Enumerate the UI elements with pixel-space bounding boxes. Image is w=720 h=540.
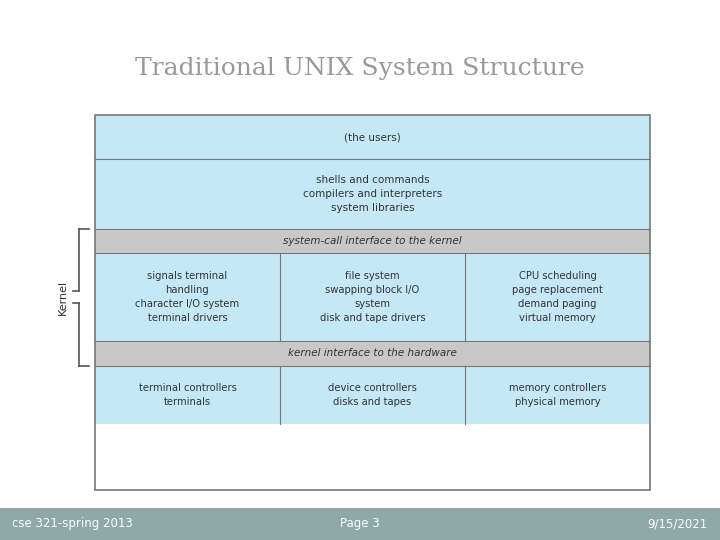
Text: device controllers
disks and tapes: device controllers disks and tapes [328, 382, 417, 407]
Text: cse 321-spring 2013: cse 321-spring 2013 [12, 517, 132, 530]
Text: file system
swapping block I/O
system
disk and tape drivers: file system swapping block I/O system di… [320, 271, 426, 323]
Bar [95, 253, 650, 341]
Text: memory controllers
physical memory: memory controllers physical memory [509, 382, 606, 407]
Text: (the users): (the users) [344, 132, 401, 142]
Text: Page 3: Page 3 [340, 517, 380, 530]
Bar [95, 159, 650, 228]
Text: kernel interface to the hardware: kernel interface to the hardware [288, 348, 457, 359]
Text: 9/15/2021: 9/15/2021 [648, 517, 708, 530]
Bar [95, 115, 650, 490]
Text: Kernel: Kernel [58, 280, 68, 315]
Bar [0, 508, 720, 540]
Text: Traditional UNIX System Structure: Traditional UNIX System Structure [135, 57, 585, 79]
Bar [95, 228, 650, 253]
Text: signals terminal
handling
character I/O system
terminal drivers: signals terminal handling character I/O … [135, 271, 240, 323]
Text: terminal controllers
terminals: terminal controllers terminals [138, 382, 236, 407]
Text: system-call interface to the kernel: system-call interface to the kernel [283, 236, 462, 246]
Bar [95, 341, 650, 366]
Bar [95, 115, 650, 159]
Text: CPU scheduling
page replacement
demand paging
virtual memory: CPU scheduling page replacement demand p… [512, 271, 603, 323]
Text: shells and commands
compilers and interpreters
system libraries: shells and commands compilers and interp… [303, 175, 442, 213]
Bar [95, 366, 650, 423]
